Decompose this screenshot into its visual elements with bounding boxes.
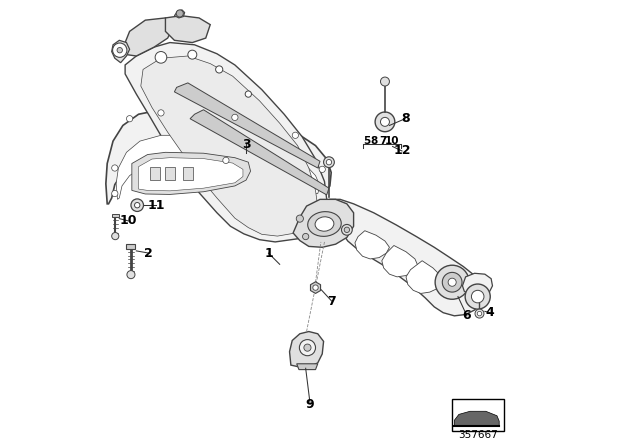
- Circle shape: [380, 77, 390, 86]
- Polygon shape: [127, 244, 136, 249]
- Polygon shape: [165, 16, 210, 43]
- Circle shape: [158, 110, 164, 116]
- Text: 5: 5: [363, 136, 370, 146]
- Circle shape: [303, 233, 309, 240]
- Polygon shape: [141, 56, 317, 236]
- Circle shape: [375, 112, 395, 132]
- Polygon shape: [116, 135, 320, 199]
- Circle shape: [155, 52, 167, 63]
- Circle shape: [131, 199, 143, 211]
- Circle shape: [380, 117, 390, 126]
- Circle shape: [435, 265, 469, 299]
- Text: 4: 4: [486, 306, 495, 319]
- Circle shape: [300, 340, 316, 356]
- Polygon shape: [132, 152, 251, 194]
- Text: 12: 12: [393, 144, 411, 158]
- Bar: [452, 399, 504, 431]
- Text: 3: 3: [242, 138, 250, 151]
- Circle shape: [319, 166, 325, 172]
- Polygon shape: [150, 167, 159, 180]
- Circle shape: [112, 165, 118, 171]
- Polygon shape: [174, 83, 320, 168]
- Circle shape: [448, 278, 456, 286]
- Circle shape: [112, 233, 119, 240]
- Polygon shape: [184, 167, 193, 180]
- Ellipse shape: [315, 217, 334, 231]
- Circle shape: [465, 284, 490, 309]
- Circle shape: [477, 311, 482, 316]
- Polygon shape: [297, 364, 317, 370]
- Circle shape: [326, 159, 332, 165]
- Circle shape: [442, 272, 462, 292]
- Circle shape: [216, 66, 223, 73]
- Circle shape: [304, 344, 311, 351]
- Polygon shape: [125, 43, 327, 242]
- Circle shape: [313, 285, 318, 290]
- Polygon shape: [190, 110, 329, 195]
- Circle shape: [117, 47, 122, 53]
- Polygon shape: [310, 282, 321, 293]
- Circle shape: [324, 157, 334, 168]
- Polygon shape: [139, 158, 243, 191]
- Circle shape: [188, 50, 197, 59]
- Text: 2: 2: [145, 246, 153, 260]
- Circle shape: [475, 309, 484, 318]
- Circle shape: [296, 215, 303, 222]
- Text: 6: 6: [463, 309, 471, 323]
- Polygon shape: [174, 10, 185, 18]
- Circle shape: [344, 227, 349, 233]
- Text: 7: 7: [379, 136, 387, 146]
- Text: 7: 7: [327, 294, 336, 308]
- Circle shape: [342, 224, 352, 235]
- Circle shape: [232, 114, 238, 121]
- Text: 9: 9: [306, 397, 314, 411]
- Circle shape: [223, 157, 229, 164]
- Circle shape: [472, 290, 484, 303]
- Polygon shape: [463, 273, 493, 296]
- Polygon shape: [289, 332, 324, 367]
- Text: 357667: 357667: [458, 431, 497, 440]
- Polygon shape: [112, 40, 130, 63]
- Circle shape: [127, 116, 132, 122]
- Circle shape: [113, 43, 127, 57]
- Ellipse shape: [308, 211, 341, 237]
- Circle shape: [176, 10, 184, 17]
- Text: 8: 8: [401, 112, 410, 125]
- Text: 1: 1: [264, 246, 273, 260]
- Text: 10: 10: [385, 136, 399, 146]
- Polygon shape: [382, 246, 418, 277]
- Polygon shape: [329, 199, 484, 316]
- Polygon shape: [355, 231, 389, 259]
- Polygon shape: [454, 411, 499, 426]
- Text: 8: 8: [371, 136, 378, 146]
- Polygon shape: [121, 18, 174, 56]
- Polygon shape: [106, 110, 332, 204]
- Polygon shape: [165, 167, 175, 180]
- Polygon shape: [293, 199, 353, 247]
- Text: 10: 10: [120, 214, 137, 228]
- Circle shape: [127, 271, 135, 279]
- Circle shape: [292, 132, 298, 138]
- Circle shape: [245, 91, 252, 97]
- Polygon shape: [112, 214, 119, 217]
- Polygon shape: [406, 261, 442, 293]
- Circle shape: [112, 190, 118, 197]
- Text: 11: 11: [148, 198, 165, 212]
- Circle shape: [134, 202, 140, 208]
